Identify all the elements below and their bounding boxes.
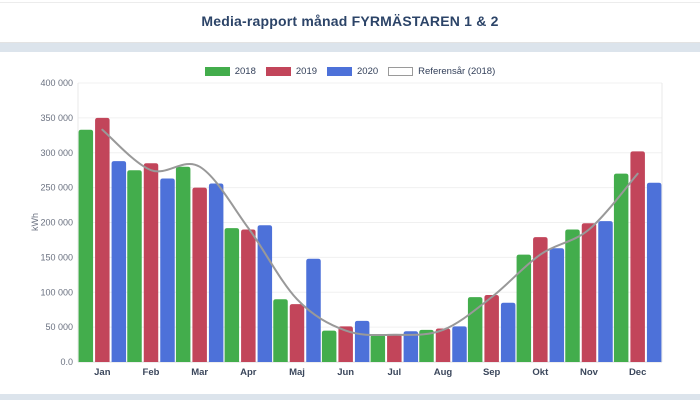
y-tick-label: 0.0 (60, 357, 73, 367)
x-tick-label-sep: Sep (483, 367, 501, 378)
bar-2018-maj[interactable] (273, 299, 288, 362)
bar-2019-sep[interactable] (484, 295, 499, 362)
bar-2018-jun[interactable] (321, 330, 337, 362)
bar-2018-mar[interactable] (175, 166, 191, 362)
reference-year-line[interactable] (101, 128, 639, 337)
top-divider-strip (0, 42, 700, 52)
x-tick-label-mar: Mar (191, 367, 208, 378)
bar-2019-mar[interactable] (192, 187, 207, 362)
legend-item-2018[interactable]: 2018 (204, 65, 256, 77)
report-header: Media-rapport månad FYRMÄSTAREN 1 & 2 (0, 0, 700, 42)
top-hairline (0, 2, 700, 3)
bar-2018-apr[interactable] (224, 228, 240, 362)
x-tick-label-jul: Jul (387, 367, 401, 378)
y-tick-label: 150 000 (40, 252, 73, 262)
y-tick-label: 250 000 (40, 183, 73, 193)
x-tick-label-jan: Jan (94, 367, 111, 378)
legend-swatch-2019 (265, 66, 291, 76)
legend-label-2018: 2018 (234, 65, 256, 77)
bar-2019-feb[interactable] (143, 163, 159, 362)
x-tick-label-okt: Okt (532, 367, 549, 378)
bar-2020-dec[interactable] (646, 182, 662, 362)
bar-2019-maj[interactable] (289, 304, 305, 362)
bar-2018-nov[interactable] (565, 229, 580, 362)
y-tick-label: 350 000 (40, 113, 73, 123)
bar-2020-nov[interactable] (598, 221, 613, 362)
bar-2019-okt[interactable] (533, 237, 548, 362)
bar-2020-mar[interactable] (208, 183, 224, 362)
bar-2019-jul[interactable] (387, 334, 402, 362)
bar-2018-feb[interactable] (127, 170, 142, 362)
bar-2018-aug[interactable] (419, 329, 434, 362)
bar-2020-jan[interactable] (111, 161, 127, 362)
y-tick-label: 50 000 (45, 322, 73, 332)
x-tick-label-nov: Nov (580, 367, 599, 378)
legend-swatch-2020 (327, 66, 353, 76)
bar-2019-apr[interactable] (241, 229, 256, 362)
legend-item-2019[interactable]: 2019 (265, 65, 318, 77)
x-tick-label-feb: Feb (143, 367, 160, 378)
y-tick-label: 200 000 (40, 218, 73, 228)
bar-2020-feb[interactable] (160, 178, 175, 362)
bar-2018-dec[interactable] (613, 173, 629, 362)
x-tick-label-jun: Jun (337, 367, 354, 378)
chart-legend: 2018 2019 2020 Referensår (2018) (0, 63, 700, 79)
bar-2019-aug[interactable] (435, 328, 451, 362)
legend-label-2020: 2020 (357, 65, 379, 77)
bar-2019-dec[interactable] (630, 151, 645, 362)
bar-2020-okt[interactable] (549, 248, 565, 362)
bar-2019-nov[interactable] (581, 223, 597, 362)
x-tick-label-apr: Apr (240, 367, 257, 378)
bar-2020-aug[interactable] (452, 326, 467, 362)
legend-item-referens-r-2018[interactable]: Referensår (2018) (388, 66, 495, 77)
report-title: Media-rapport månad FYRMÄSTAREN 1 & 2 (201, 13, 499, 29)
y-axis-title: kWh (30, 213, 40, 231)
bar-2020-jun[interactable] (354, 320, 370, 362)
bar-2019-jan[interactable] (95, 117, 110, 362)
x-tick-label-aug: Aug (434, 367, 453, 378)
bar-2018-jul[interactable] (370, 334, 386, 362)
legend-item-2020[interactable]: 2020 (327, 66, 378, 77)
bar-2018-okt[interactable] (516, 254, 532, 362)
bar-2019-jun[interactable] (338, 326, 353, 362)
y-tick-label: 300 000 (40, 148, 73, 158)
bar-2020-maj[interactable] (306, 258, 321, 362)
bar-2018-jan[interactable] (78, 129, 94, 362)
x-tick-label-maj: Maj (289, 367, 305, 378)
x-tick-label-dec: Dec (629, 367, 646, 378)
y-tick-label: 400 000 (40, 78, 73, 88)
bar-2020-jul[interactable] (403, 331, 419, 362)
bar-2020-sep[interactable] (500, 302, 516, 362)
y-tick-label: 100 000 (40, 287, 73, 297)
legend-label-referens-r-2018: Referensår (2018) (418, 65, 496, 77)
legend-swatch-referens-r-2018 (388, 66, 414, 76)
legend-label-2019: 2019 (295, 65, 318, 77)
bottom-divider-strip (0, 394, 700, 400)
legend-swatch-2018 (204, 66, 230, 76)
